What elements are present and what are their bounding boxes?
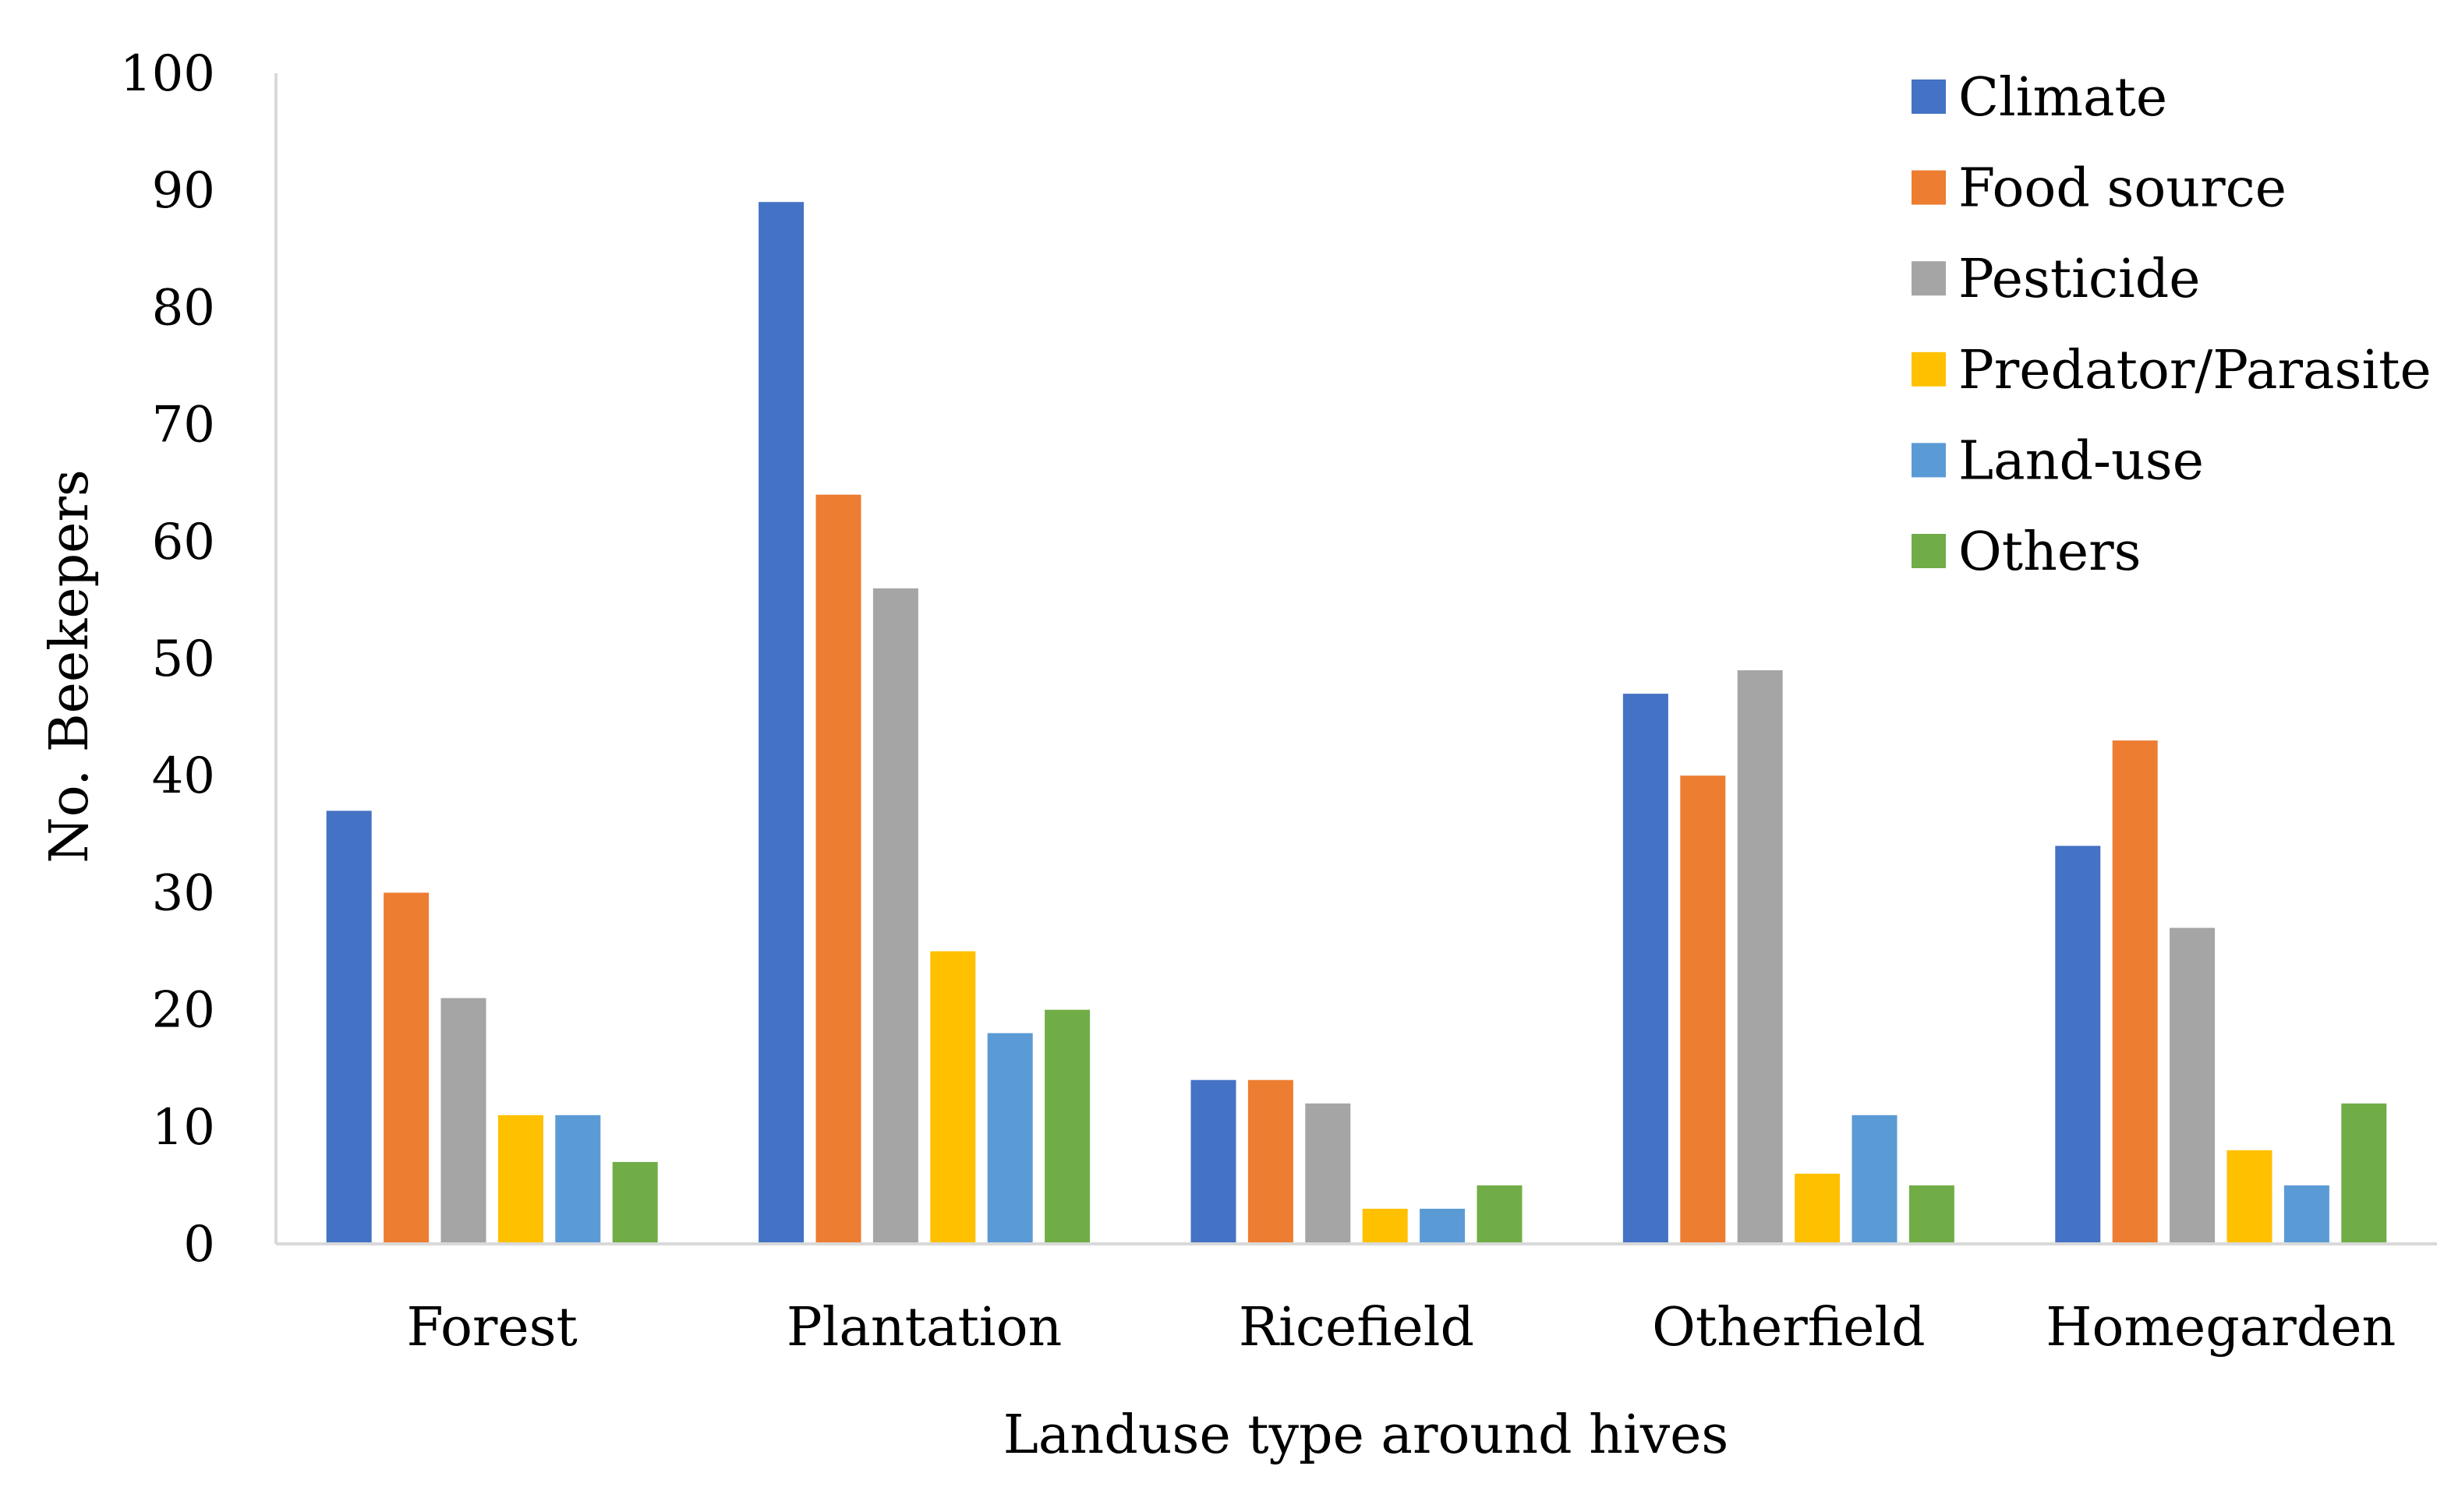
y-axis-title: No. Beekepers (39, 469, 101, 864)
bar-forest-pesticide (440, 998, 486, 1244)
legend-label: Land-use (1958, 430, 2204, 492)
legend-label: Food source (1958, 158, 2287, 220)
y-tick-label: 60 (152, 514, 215, 571)
bar-otherfield-land-use (1852, 1115, 1897, 1244)
y-tick-label: 80 (152, 279, 215, 337)
bar-plantation-predator-parasite (930, 951, 976, 1244)
x-tick-label: Homegarden (2046, 1297, 2396, 1358)
bar-forest-others (612, 1161, 658, 1244)
y-tick-label: 50 (152, 631, 215, 688)
legend-item: Land-use (1912, 430, 2204, 492)
legend-item: Food source (1912, 158, 2287, 220)
legend-label: Climate (1958, 67, 2167, 129)
bar-homegarden-climate (2055, 846, 2101, 1244)
bar-homegarden-predator-parasite (2226, 1150, 2272, 1244)
bar-otherfield-others (1908, 1185, 1954, 1244)
bar-plantation-pesticide (872, 588, 918, 1244)
y-tick-label: 70 (152, 397, 215, 454)
bar-ricefield-land-use (1420, 1208, 1466, 1244)
bar-forest-land-use (555, 1115, 601, 1244)
x-tick-label: Otherfield (1652, 1297, 1926, 1358)
legend-label: Predator/Parasite (1958, 340, 2432, 401)
y-tick-label: 30 (152, 864, 215, 922)
legend-item: Pesticide (1912, 249, 2201, 310)
legend-swatch (1912, 352, 1946, 387)
bar-forest-food-source (384, 892, 430, 1244)
x-axis-title: Landuse type around hives (1003, 1404, 1729, 1466)
legend-item: Predator/Parasite (1912, 340, 2432, 401)
bar-ricefield-pesticide (1305, 1103, 1351, 1244)
bar-otherfield-food-source (1680, 775, 1726, 1244)
bar-homegarden-food-source (2112, 740, 2158, 1244)
legend-swatch (1912, 261, 1946, 296)
y-tick-label: 20 (152, 982, 215, 1040)
y-tick-label: 100 (120, 45, 215, 103)
legend-swatch (1912, 79, 1946, 114)
x-tick-label: Ricefield (1239, 1297, 1474, 1358)
legend-item: Climate (1912, 67, 2167, 129)
bar-plantation-others (1045, 1009, 1091, 1244)
bar-ricefield-food-source (1247, 1079, 1293, 1244)
legend-swatch (1912, 443, 1946, 478)
bar-forest-climate (326, 811, 372, 1244)
bar-otherfield-pesticide (1737, 670, 1783, 1244)
x-tick-label: Plantation (787, 1297, 1063, 1358)
bars (326, 202, 2387, 1245)
bar-ricefield-others (1477, 1185, 1523, 1244)
bar-forest-predator-parasite (497, 1115, 543, 1244)
bar-otherfield-climate (1622, 694, 1668, 1244)
bar-homegarden-others (2341, 1103, 2387, 1244)
x-axis-ticks: Forest Plantation Ricefield Otherfield Homeg… (407, 1297, 2396, 1358)
legend-label: Others (1958, 521, 2142, 583)
bar-plantation-food-source (815, 494, 861, 1244)
bar-homegarden-pesticide (2170, 927, 2216, 1244)
bar-plantation-climate (759, 202, 805, 1245)
bar-ricefield-climate (1190, 1079, 1236, 1244)
legend: Climate Food source Pesticide Predator/Para… (1912, 67, 2432, 583)
y-tick-label: 40 (152, 747, 215, 805)
legend-label: Pesticide (1958, 249, 2201, 310)
y-tick-label: 10 (152, 1099, 215, 1157)
y-tick-label: 0 (183, 1216, 215, 1274)
x-tick-label: Forest (407, 1297, 578, 1358)
bar-homegarden-land-use (2283, 1185, 2329, 1244)
bar-otherfield-predator-parasite (1795, 1173, 1841, 1244)
legend-swatch (1912, 534, 1946, 568)
bar-ricefield-predator-parasite (1362, 1208, 1408, 1244)
bar-plantation-land-use (987, 1033, 1033, 1244)
legend-swatch (1912, 170, 1946, 205)
y-tick-label: 90 (152, 162, 215, 220)
y-axis-ticks: 0 10 20 30 40 50 60 70 80 90 100 (120, 45, 215, 1274)
legend-item: Others (1912, 521, 2142, 583)
